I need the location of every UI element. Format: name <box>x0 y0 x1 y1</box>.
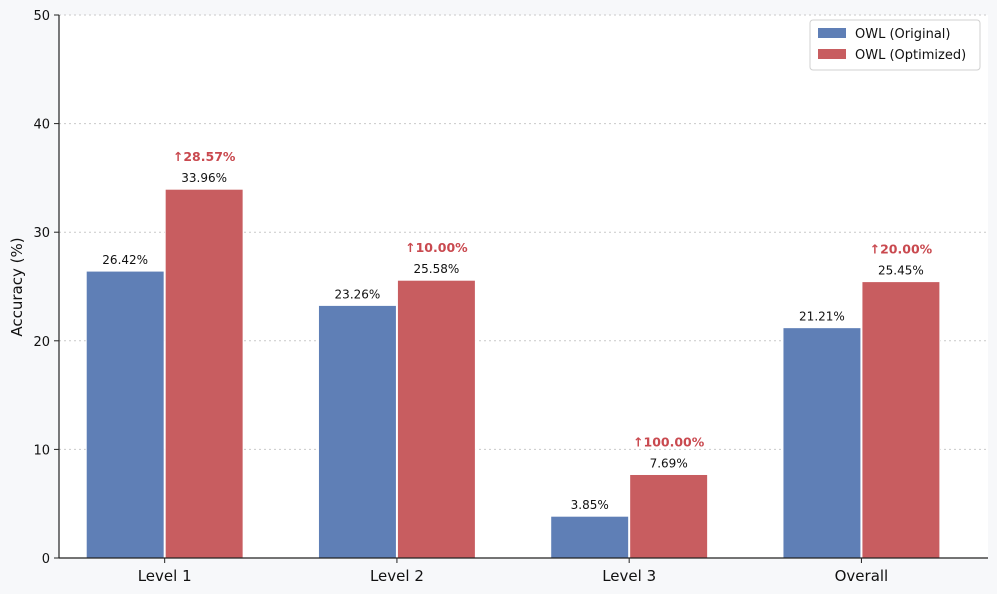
data-labels: 26.42% 33.96% ↑28.57% 23.26% 25.58% ↑10.00% 3.… <box>102 149 932 512</box>
ticks: 0 10 20 30 40 50 Level 1 Level 2 Level 3 Overall <box>33 9 888 585</box>
bar-value-label: 25.58% <box>414 262 460 276</box>
x-tick-label: Level 3 <box>602 567 656 585</box>
bar-value-label: 23.26% <box>335 287 381 301</box>
legend-label-original: OWL (Original) <box>855 27 950 42</box>
bar-value-label: 7.69% <box>650 456 688 470</box>
y-tick-label: 10 <box>33 443 50 458</box>
y-tick-label: 30 <box>33 226 50 241</box>
bar-optimized <box>396 279 476 559</box>
y-tick-label: 0 <box>42 552 50 567</box>
x-tick-label: Overall <box>835 567 889 585</box>
bar-optimized <box>629 473 709 559</box>
improvement-label: ↑20.00% <box>870 242 933 257</box>
bar-original <box>317 304 397 559</box>
bar-optimized <box>861 281 941 559</box>
legend-label-optimized: OWL (Optimized) <box>855 48 966 63</box>
bars <box>85 188 941 559</box>
bar-original <box>550 515 630 559</box>
bar-value-label: 3.85% <box>571 498 609 512</box>
bar-value-label: 25.45% <box>878 264 924 278</box>
legend-swatch-optimized <box>818 49 846 59</box>
bar-original <box>85 270 165 559</box>
x-tick-label: Level 1 <box>138 567 192 585</box>
axes <box>58 15 988 559</box>
legend: OWL (Original) OWL (Optimized) <box>809 19 981 71</box>
y-tick-label: 50 <box>33 9 50 24</box>
y-tick-label: 40 <box>33 118 50 133</box>
improvement-label: ↑100.00% <box>633 434 705 449</box>
bar-value-label: 26.42% <box>102 253 148 267</box>
legend-box <box>809 19 981 71</box>
bar-value-label: 21.21% <box>799 310 845 324</box>
bar-optimized <box>164 188 244 559</box>
bar-original <box>782 327 862 559</box>
x-tick-label: Level 2 <box>370 567 424 585</box>
improvement-label: ↑10.00% <box>405 240 468 255</box>
y-axis-label: Accuracy (%) <box>8 237 26 336</box>
y-tick-label: 20 <box>33 335 50 350</box>
legend-swatch-original <box>818 28 846 38</box>
improvement-label: ↑28.57% <box>173 149 236 164</box>
bar-value-label: 33.96% <box>181 171 227 185</box>
